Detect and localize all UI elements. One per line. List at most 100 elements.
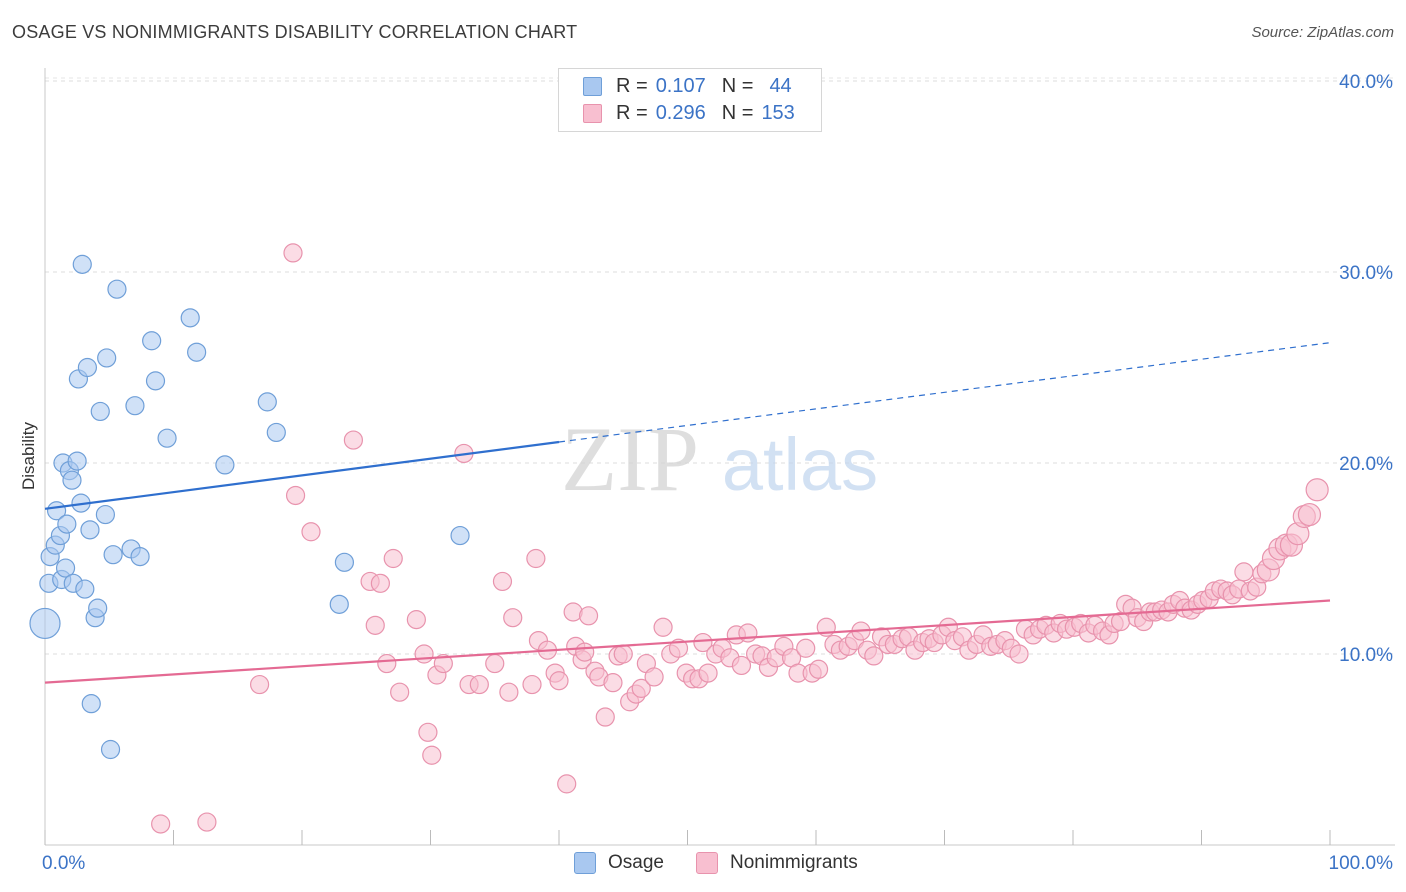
nonimmigrants-point	[526, 548, 546, 569]
osage-point	[103, 545, 123, 565]
nonimmigrants-point	[1297, 502, 1322, 527]
osage-point	[329, 594, 349, 614]
legend-row-nonimmigrants: R = 0.296 N = 153	[583, 102, 795, 124]
nonimmigrants-point	[377, 653, 397, 674]
osage-point	[90, 401, 110, 422]
y-tick-label: 10.0%	[1339, 645, 1393, 666]
nonimmigrants-point	[1234, 562, 1254, 582]
nonimmigrants-point	[283, 243, 303, 263]
watermark-atlas: atlas	[722, 423, 878, 506]
nonimmigrants-point	[1009, 644, 1029, 664]
osage-point	[77, 357, 98, 378]
osage-point	[81, 694, 101, 714]
nonimmigrants-point	[370, 573, 390, 593]
nonimmigrants-point	[644, 667, 664, 687]
nonimmigrants-point	[414, 644, 434, 664]
nonimmigrants-point	[613, 644, 633, 664]
nonimmigrants-point	[738, 623, 758, 643]
nonimmigrants-point	[365, 615, 385, 635]
n-label: N =	[721, 101, 754, 124]
nonimmigrants-point	[595, 707, 615, 727]
osage-point	[80, 520, 100, 540]
osage-point	[450, 525, 470, 546]
osage-point	[88, 598, 108, 618]
legend-row-osage: R = 0.107 N = 44	[583, 75, 792, 97]
y-tick-label: 20.0%	[1339, 454, 1393, 475]
osage-point	[107, 279, 127, 299]
chart-title: OSAGE VS NONIMMIGRANTS DISABILITY CORREL…	[12, 22, 578, 42]
nonimmigrants-point	[383, 548, 403, 569]
nonimmigrants-point	[390, 682, 410, 702]
nonimmigrants-point	[499, 682, 519, 702]
osage-point	[334, 552, 355, 572]
osage-point	[180, 308, 200, 328]
nonimmigrants-point	[522, 674, 542, 695]
nonimmigrants-point	[698, 663, 718, 683]
osage-point	[157, 428, 177, 448]
nonimmigrants-point	[603, 673, 623, 693]
legend-label-osage: Osage	[608, 852, 664, 873]
watermark: ZIP atlas	[561, 408, 878, 510]
y-tick-label: 30.0%	[1339, 263, 1393, 284]
axes	[44, 68, 1395, 846]
nonimmigrants-point	[492, 571, 513, 592]
nonimmigrants-swatch	[583, 103, 602, 123]
osage-point	[215, 455, 235, 475]
legend-item-osage: Osage	[574, 852, 664, 874]
nonimmigrants-point	[249, 674, 270, 695]
legend-label-nonimmigrants: Nonimmigrants	[730, 852, 858, 873]
osage-point	[75, 579, 95, 599]
nonimmigrants-point	[549, 671, 569, 691]
osage-point	[55, 558, 76, 578]
nonimmigrants-point	[693, 632, 713, 653]
nonimmigrants-point	[668, 638, 689, 658]
r-label: R =	[616, 101, 648, 124]
osage-point	[142, 331, 162, 351]
x-tick-label: 0.0%	[42, 853, 85, 874]
trend-lines	[44, 342, 1331, 684]
series-legend: Osage Nonimmigrants	[0, 852, 1406, 878]
osage-legend-swatch	[574, 852, 596, 874]
nonimmigrants-point	[503, 608, 523, 628]
osage-point	[62, 470, 82, 490]
nonimmigrants-point	[578, 606, 599, 626]
osage-point	[97, 348, 117, 368]
osage-point	[145, 371, 166, 391]
tick-labels: 10.0% 20.0% 30.0% 40.0% 0.0% 100.0%	[42, 72, 1393, 874]
nonimmigrants-point	[1305, 478, 1329, 502]
nonimmigrants-point	[796, 638, 816, 658]
osage-point	[57, 514, 77, 534]
nonimmigrants-point	[631, 678, 651, 698]
osage-point	[67, 451, 87, 471]
osage-point	[100, 739, 121, 760]
nonimmigrants-point	[151, 814, 171, 834]
grid-lines	[45, 77, 1395, 655]
osage-point	[257, 392, 277, 412]
nonimmigrants-point	[469, 674, 489, 695]
osage-point	[187, 342, 207, 362]
nonimmigrants-point	[285, 485, 306, 506]
osage-swatch	[583, 76, 602, 96]
nonimmigrants-point	[653, 617, 673, 637]
n-value: 153	[761, 101, 795, 124]
osage-point	[130, 546, 150, 567]
nonimmigrants-point	[731, 655, 752, 676]
nonimmigrants-points	[151, 243, 1329, 834]
stats-legend: R = 0.107 N = 44 R = 0.296 N = 153	[558, 68, 822, 132]
osage-point	[72, 254, 92, 274]
watermark-zip: ZIP	[561, 408, 699, 510]
nonimmigrants-trend-line	[44, 599, 1331, 684]
osage-point	[266, 422, 286, 443]
source-label: Source: ZipAtlas.com	[1251, 24, 1394, 41]
nonimmigrants-point	[557, 774, 577, 794]
nonimmigrants-point	[575, 642, 595, 662]
osage-point	[125, 396, 145, 416]
nonimmigrants-legend-swatch	[696, 852, 718, 874]
osage-point	[95, 504, 115, 525]
osage-points	[29, 254, 470, 760]
x-tick-label: 100.0%	[1329, 853, 1394, 874]
nonimmigrants-point	[808, 659, 829, 679]
nonimmigrants-point	[485, 653, 505, 674]
nonimmigrants-point	[406, 610, 426, 630]
